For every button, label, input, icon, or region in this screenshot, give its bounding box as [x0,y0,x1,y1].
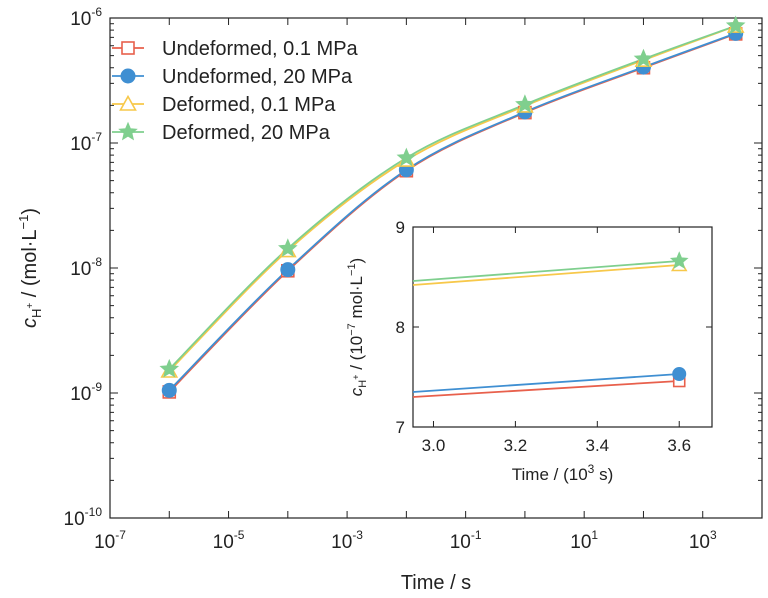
main-series [159,15,746,399]
inset-series-line [412,380,680,398]
legend-marker [118,121,138,141]
x-tick-label: 10-1 [450,528,482,553]
x-tick-label: 10-3 [331,528,363,553]
data-point [278,238,298,257]
x-tick-label: 10-5 [213,528,245,553]
legend-marker [119,94,137,111]
legend: Undeformed, 0.1 MPa Undeformed, 20 MPa Def… [112,38,359,144]
inset-x-tick-label: 3.2 [504,436,528,455]
data-point [159,358,180,378]
y-tick-label: 10-7 [70,130,102,155]
inset-y-tick-label: 9 [396,218,405,237]
data-point [633,48,654,68]
inset-x-axis-label: Time / (103 s) [512,462,613,484]
inset-x-tick-label: 3.0 [422,436,446,455]
y-tick-label: 10-9 [70,380,102,405]
y-tick-label: 10-8 [70,255,102,280]
x-tick-label: 103 [689,528,717,553]
y-tick-label: 10-6 [70,5,102,30]
legend-label: Deformed, 20 MPa [162,122,331,144]
legend-label: Undeformed, 0.1 MPa [162,38,359,60]
inset-data-point [672,367,687,381]
inset-x-tick-label: 3.4 [585,436,609,455]
data-point [515,94,535,113]
legend-marker [121,41,135,55]
x-tick-label: 10-7 [94,528,126,553]
inset-y-tick-label: 8 [396,318,405,337]
data-point [161,382,177,398]
legend-marker [120,68,136,84]
legend-label: Deformed, 0.1 MPa [162,94,336,116]
inset-series-line [412,373,680,393]
inset-series-line [412,264,680,286]
data-point [280,262,296,278]
x-axis-label: Time / s [401,572,471,594]
inset-plot: 3.0 3.2 3.4 3.6 7 8 9 Time / (103 s) cH+ / (10−7… [346,218,713,484]
x-tick-label: 101 [570,528,598,553]
y-axis-label: cH+ / (mol·L−1) [16,208,44,328]
inset-x-tick-label: 3.6 [667,436,691,455]
y-tick-label: 10-10 [64,505,103,530]
inset-frame [412,226,713,428]
inset-data-point [669,251,689,269]
main-plot: 10-7 10-5 10-3 10-1 101 103 10-10 10-9 10-8 10-7 1… [16,5,763,594]
inset-y-tick-label: 7 [396,418,405,437]
data-point [725,15,746,35]
inset-y-axis-label: cH+ / (10−7 mol·L−1) [346,258,369,396]
data-point [396,147,417,167]
inset-series-line [412,260,680,282]
legend-label: Undeformed, 20 MPa [162,66,353,88]
